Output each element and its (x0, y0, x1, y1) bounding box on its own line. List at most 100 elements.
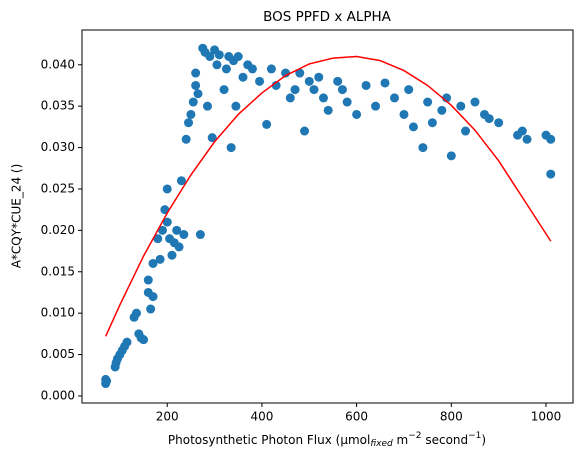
scatter-point (174, 242, 184, 252)
scatter-point (162, 217, 172, 227)
scatter-point (522, 134, 532, 144)
scatter-point (371, 101, 381, 111)
scatter-point (148, 258, 158, 268)
scatter-point (231, 101, 241, 111)
y-tick-label: 0.035 (41, 99, 75, 113)
scatter-point (517, 126, 527, 136)
y-axis-label: A*CQY*CUE_24 () (10, 164, 24, 269)
x-label-part: m (393, 433, 409, 447)
x-tick-label: 800 (440, 410, 463, 424)
scatter-point (148, 292, 158, 302)
x-label-part: ) (481, 433, 486, 447)
scatter-point (494, 118, 504, 128)
x-label-sup: −1 (468, 431, 481, 441)
scatter-point (153, 234, 163, 244)
scatter-point (221, 64, 231, 74)
x-axis-label: Photosynthetic Photon Flux (μmolfixed m−… (168, 431, 486, 449)
scatter-point (404, 85, 414, 95)
scatter-point (285, 93, 295, 103)
x-tick-label: 200 (156, 410, 179, 424)
scatter-point (446, 151, 456, 161)
scatter-point (255, 76, 265, 86)
y-tick-label: 0.025 (41, 181, 75, 195)
x-tick-label: 400 (250, 410, 273, 424)
scatter-point (309, 85, 319, 95)
scatter-point (191, 80, 201, 90)
scatter-point (195, 230, 205, 240)
scatter-point (484, 114, 494, 124)
scatter-point (304, 76, 314, 86)
scatter-point (352, 109, 362, 119)
scatter-point (172, 225, 182, 235)
scatter-point (212, 60, 222, 70)
scatter-point (162, 184, 172, 194)
scatter-point (281, 68, 291, 78)
scatter-point (361, 80, 371, 90)
scatter-point (191, 68, 201, 78)
y-tick-label: 0.020 (41, 223, 75, 237)
x-tick-label: 1000 (531, 410, 562, 424)
scatter-point (157, 225, 167, 235)
y-tick-label: 0.005 (41, 347, 75, 361)
scatter-point (238, 72, 248, 82)
scatter-point (226, 143, 236, 153)
scatter-point (219, 85, 229, 95)
x-tick-label: 600 (345, 410, 368, 424)
scatter-point (461, 126, 471, 136)
scatter-point (139, 335, 149, 345)
scatter-point (456, 101, 466, 111)
x-label-part: Photosynthetic Photon Flux (μmol (168, 433, 370, 447)
scatter-point (202, 101, 212, 111)
fit-line (104, 55, 552, 337)
scatter-point (184, 118, 194, 128)
scatter-point (214, 50, 224, 60)
scatter-point (176, 176, 186, 186)
scatter-point (418, 143, 428, 153)
y-tick-label: 0.010 (41, 306, 75, 320)
scatter-point (262, 119, 272, 129)
scatter-point (233, 51, 243, 61)
y-tick-label: 0.040 (41, 57, 75, 71)
scatter-point (342, 97, 352, 107)
chart-title: BOS PPFD x ALPHA (263, 9, 392, 25)
scatter-point (146, 304, 156, 314)
scatter-point (314, 72, 324, 82)
scatter-point (167, 250, 177, 260)
scatter-point (131, 308, 141, 318)
scatter-point (266, 64, 276, 74)
scatter-point (181, 134, 191, 144)
scatter-point (207, 133, 217, 143)
y-tick-label: 0.015 (41, 264, 75, 278)
scatter-point (546, 134, 556, 144)
scatter-point (380, 78, 390, 88)
scatter-point (427, 118, 437, 128)
scatter-point (179, 230, 189, 240)
scatter-point (337, 85, 347, 95)
scatter-point (122, 337, 132, 347)
y-tick-label: 0.030 (41, 140, 75, 154)
scatter-point (143, 275, 153, 285)
scatter-point (470, 97, 480, 107)
scatter-point (295, 68, 305, 78)
scatter-point (300, 126, 310, 136)
axes-frame (81, 29, 574, 404)
scatter-point (193, 89, 203, 99)
x-label-sub: fixed (370, 439, 393, 449)
x-label-sup: −2 (408, 431, 421, 441)
scatter-point (102, 376, 112, 386)
scatter-point (290, 85, 300, 95)
scatter-point (333, 76, 343, 86)
scatter-point (546, 169, 556, 179)
scatter-point (389, 93, 399, 103)
scatter-point (399, 109, 409, 119)
scatter-point (188, 97, 198, 107)
x-label-part: second (422, 433, 469, 447)
scatter-point (186, 109, 196, 119)
scatter-point (155, 254, 165, 264)
y-tick-label: 0.000 (41, 388, 75, 402)
scatter-point (318, 93, 328, 103)
scatter-point (408, 122, 418, 132)
scatter-point (205, 51, 215, 61)
scatter-point (323, 105, 333, 115)
